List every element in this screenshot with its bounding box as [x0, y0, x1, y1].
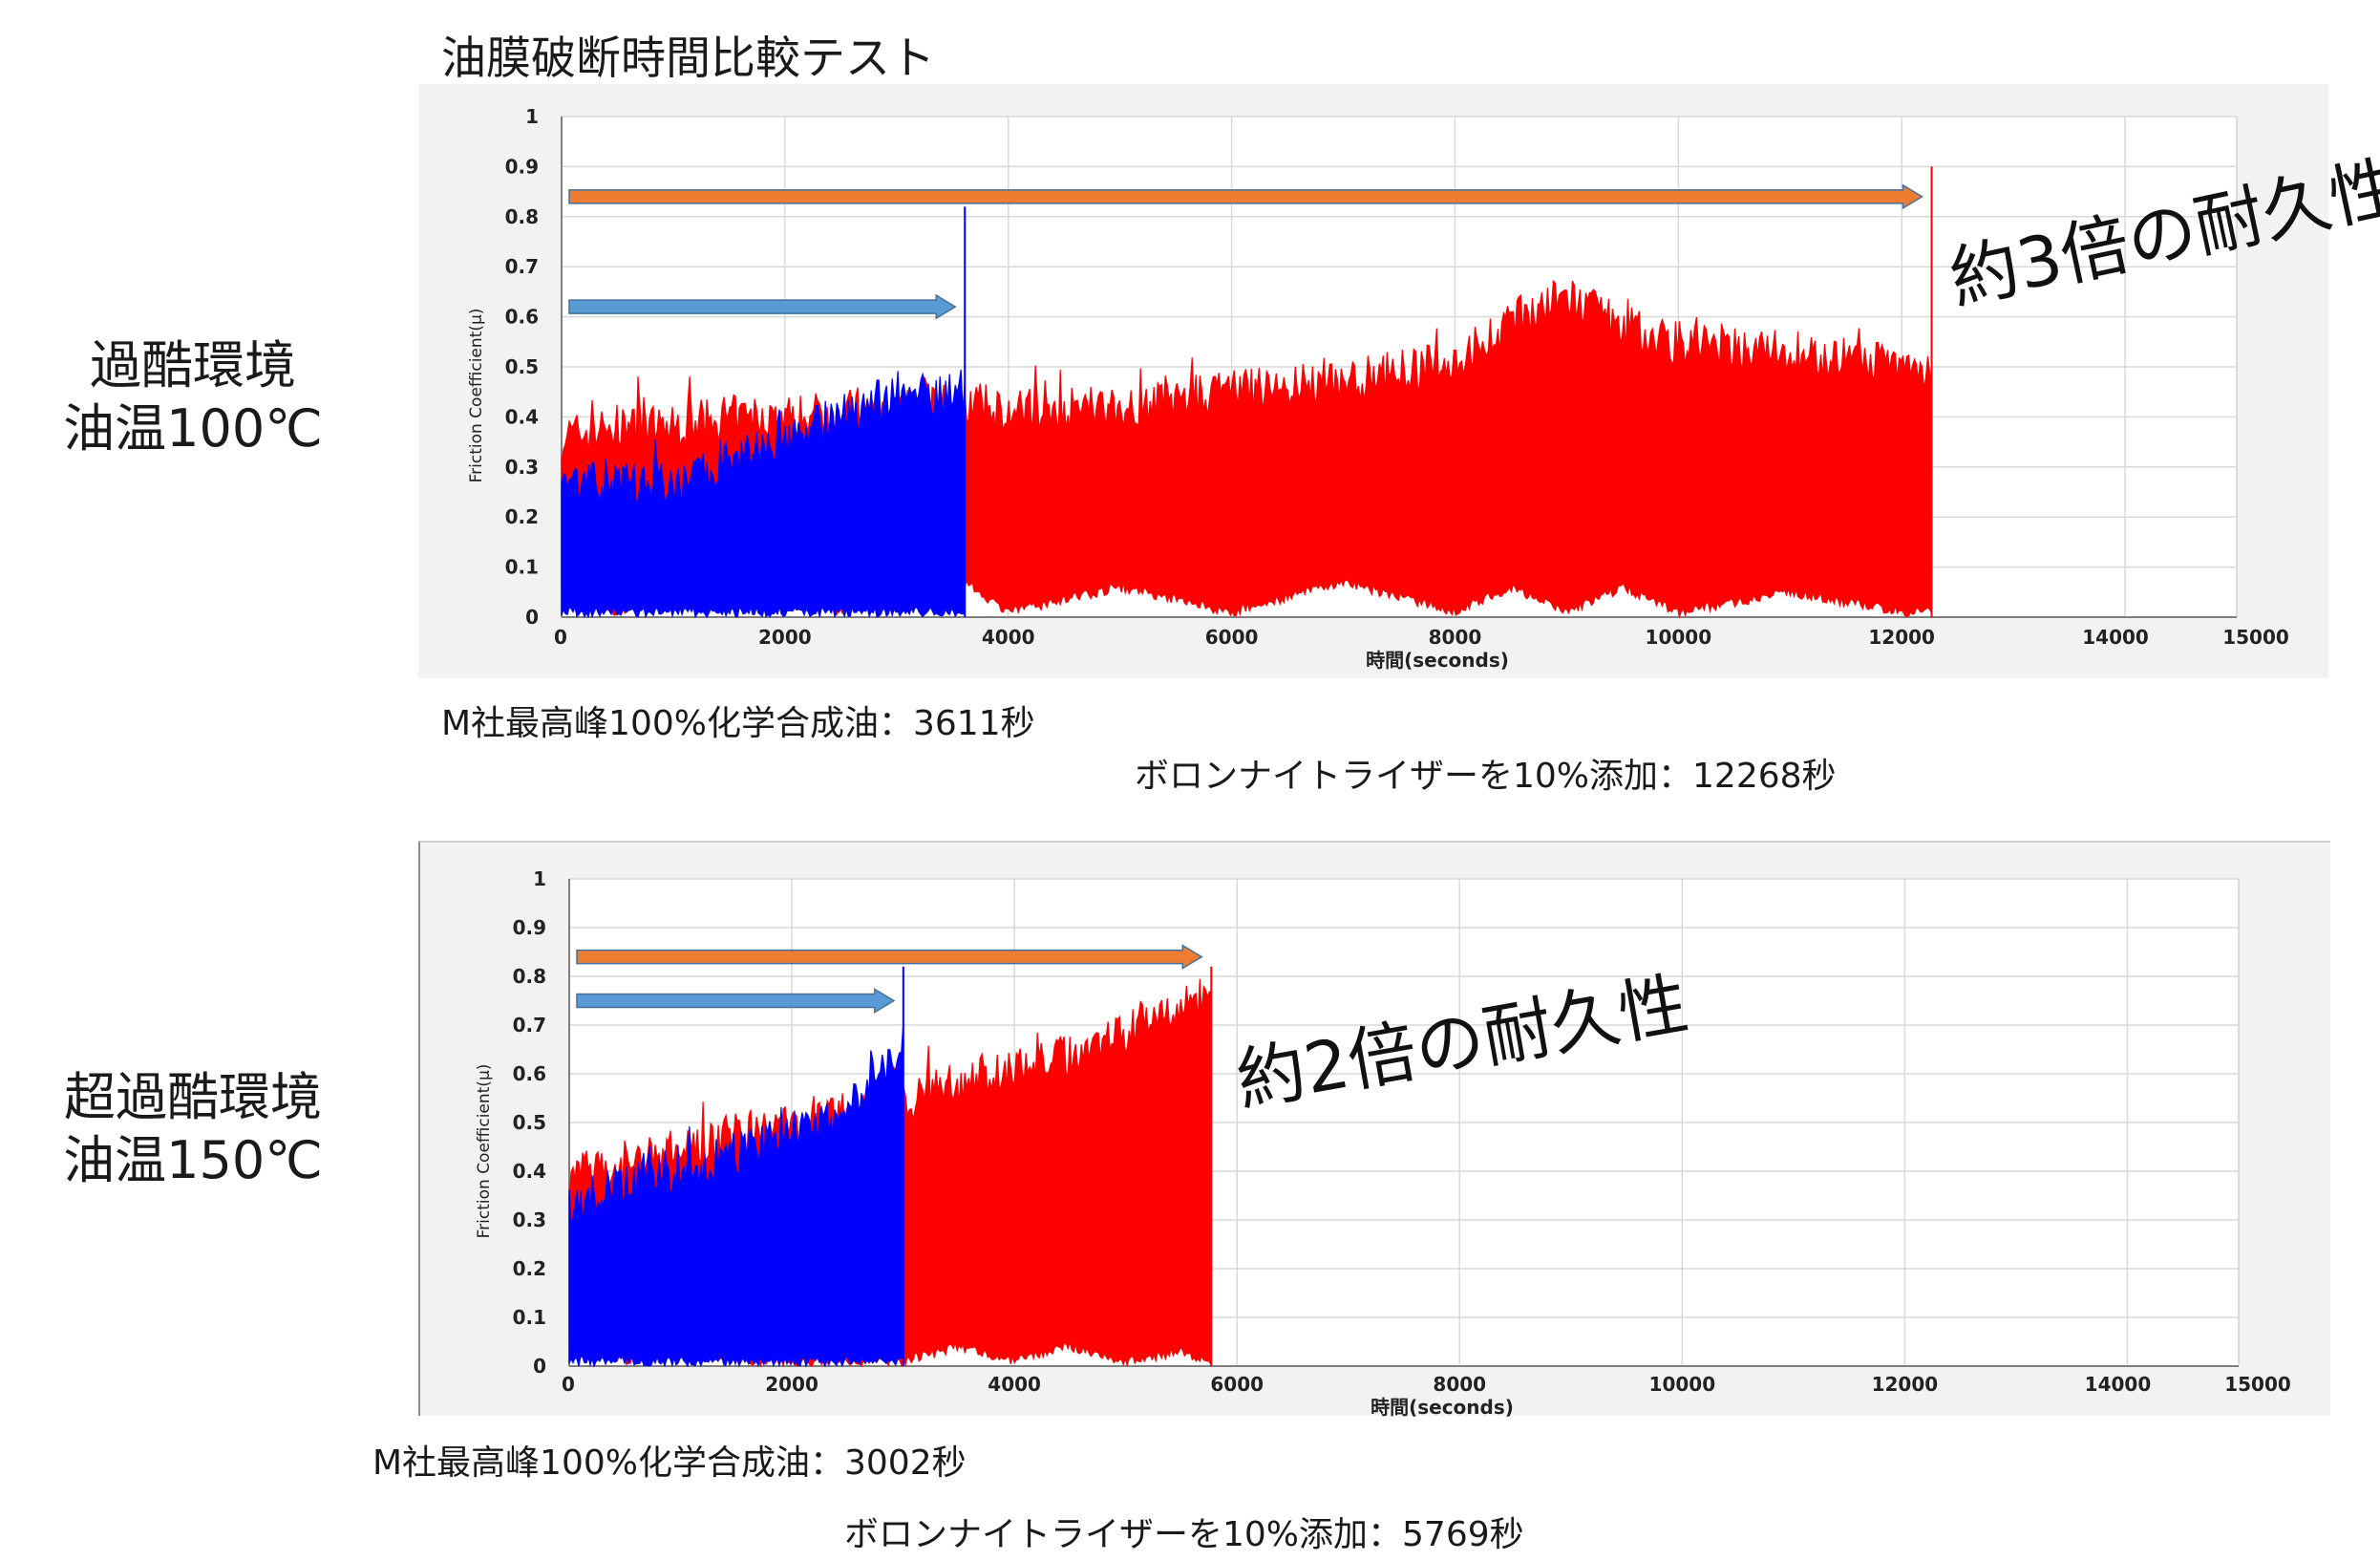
y-tick-label: 0.5: [505, 355, 539, 378]
caption-m-1: M社最高峰100%化学合成油：3611秒: [441, 704, 1035, 743]
x-tick-label: 0: [554, 626, 567, 649]
x-tick-label: 12000: [1868, 626, 1935, 649]
x-axis-title: 時間(seconds): [1371, 1396, 1514, 1419]
y-tick-label: 1: [525, 105, 539, 128]
y-tick-label: 0.3: [505, 456, 539, 479]
duration-arrow-0: [568, 183, 1923, 210]
y-tick-label: 0.9: [513, 916, 546, 939]
y-tick-label: 0.4: [513, 1160, 546, 1183]
x-tick-label: 10000: [1646, 626, 1712, 649]
x-tick-label: 2000: [758, 626, 812, 649]
x-tick-label: 10000: [1649, 1373, 1716, 1396]
y-tick-label: 0.6: [513, 1062, 546, 1085]
x-axis-title: 時間(seconds): [1366, 649, 1509, 672]
x-tick-label: 8000: [1429, 626, 1482, 649]
chart-1-svg: 0 0.1 0.2 0.3 0.4 0.5 0.6 0.7 0.8 0.9 1 0 2000 4000 60…: [467, 105, 2380, 672]
condition-label-1-line1: 過酷環境: [90, 335, 296, 396]
y-tick-label: 0.7: [513, 1014, 546, 1037]
x-tick-label: 6000: [1205, 626, 1259, 649]
y-tick-label: 0.4: [505, 405, 539, 428]
y-tick-label: 0.2: [505, 505, 539, 528]
condition-label-2-line1: 超過酷環境: [64, 1067, 322, 1127]
y-tick-label: 0: [533, 1355, 546, 1378]
duration-arrow-1: [568, 293, 957, 320]
condition-label-1: 過酷環境 油温100℃: [21, 334, 365, 460]
y-tick-label: 1: [533, 867, 546, 890]
x-tick-label: 15000: [2224, 1373, 2291, 1396]
x-tick-label: 14000: [2082, 626, 2149, 649]
y-tick-label: 0.5: [513, 1111, 546, 1134]
chart-panel-1: 0 0.1 0.2 0.3 0.4 0.5 0.6 0.7 0.8 0.9 1 0 2000 4000 60…: [418, 84, 2380, 678]
y-tick-label: 0.2: [513, 1257, 546, 1280]
condition-label-2-line2: 油温150℃: [63, 1130, 323, 1190]
y-tick-label: 0.1: [505, 556, 539, 579]
y-axis-title: Friction Coefficient(μ): [475, 1064, 494, 1239]
y-tick-label: 0.9: [505, 155, 539, 178]
chart-2-svg: 0 0.1 0.2 0.3 0.4 0.5 0.6 0.7 0.8 0.9 1 0 2000 4000 60…: [475, 867, 2291, 1419]
x-tick-label: 4000: [982, 626, 1035, 649]
x-tick-label: 4000: [988, 1373, 1041, 1396]
x-tick-label: 14000: [2085, 1373, 2152, 1396]
x-tick-label: 8000: [1433, 1373, 1486, 1396]
condition-label-2: 超過酷環境 油温150℃: [21, 1066, 365, 1192]
condition-label-1-line2: 油温100℃: [63, 398, 323, 459]
y-tick-label: 0.1: [513, 1306, 546, 1329]
y-tick-label: 0.6: [505, 306, 539, 329]
x-tick-label: 0: [562, 1373, 575, 1396]
caption-b-2: ボロンナイトライザーを10%添加：5769秒: [844, 1515, 1524, 1554]
x-tick-label: 6000: [1210, 1373, 1264, 1396]
y-axis-title: Friction Coefficient(μ): [467, 309, 486, 483]
x-tick-label: 12000: [1872, 1373, 1939, 1396]
caption-b-1: ボロンナイトライザーを10%添加：12268秒: [1135, 757, 1837, 796]
y-tick-label: 0: [525, 606, 539, 629]
duration-arrow-0: [576, 944, 1203, 970]
x-tick-label: 15000: [2222, 626, 2289, 649]
y-tick-label: 0.8: [513, 965, 546, 988]
page-title: 油膜破断時間比較テスト: [441, 32, 935, 85]
y-tick-label: 0.3: [513, 1208, 546, 1231]
chart-panel-2: 0 0.1 0.2 0.3 0.4 0.5 0.6 0.7 0.8 0.9 1 0 2000 4000 60…: [418, 841, 2330, 1419]
y-tick-label: 0.8: [505, 205, 539, 228]
x-tick-label: 2000: [765, 1373, 818, 1396]
caption-m-2: M社最高峰100%化学合成油：3002秒: [372, 1443, 967, 1483]
y-tick-label: 0.7: [505, 255, 539, 278]
duration-arrow-1: [576, 988, 896, 1014]
